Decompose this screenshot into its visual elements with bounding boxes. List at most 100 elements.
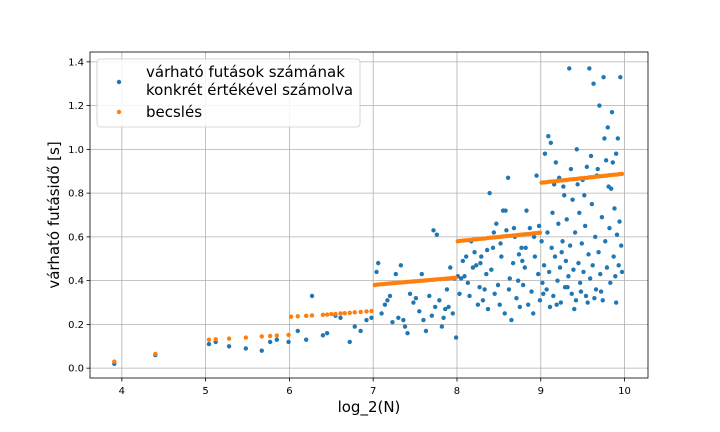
measured-point <box>479 254 484 259</box>
measured-point <box>489 267 494 272</box>
data-points <box>112 66 625 366</box>
measured-point <box>520 258 525 264</box>
measured-point <box>427 293 432 299</box>
measured-point <box>611 254 616 259</box>
y-tick-label: 1.0 <box>68 145 84 156</box>
measured-point <box>577 210 582 216</box>
measured-point <box>605 125 610 130</box>
measured-point <box>484 247 490 253</box>
measured-point <box>590 263 595 268</box>
measured-point <box>568 166 574 172</box>
legend-label-measured-line-2: konkrét értékével számolva <box>146 81 353 99</box>
measured-point <box>413 295 419 301</box>
measured-point <box>432 304 438 310</box>
y-tick-label: 1.4 <box>68 57 84 68</box>
measured-point <box>564 217 569 222</box>
measured-point <box>295 328 300 334</box>
estimate-point <box>342 311 347 316</box>
x-tick-label: 7 <box>370 386 376 397</box>
measured-point <box>347 339 352 345</box>
estimate-point <box>358 309 363 315</box>
measured-point <box>510 260 516 266</box>
measured-point <box>226 344 232 349</box>
measured-point <box>376 260 381 266</box>
measured-point <box>462 274 467 279</box>
measured-point <box>523 245 528 251</box>
estimate-point <box>153 351 158 357</box>
estimate-point <box>324 312 330 317</box>
measured-point <box>575 182 580 187</box>
measured-point <box>578 289 584 294</box>
measured-point <box>441 315 446 321</box>
y-tick-label: 0.0 <box>68 364 84 375</box>
x-tick-label: 9 <box>538 386 544 397</box>
measured-point <box>522 265 528 270</box>
measured-point <box>551 182 557 187</box>
measured-point <box>618 243 624 248</box>
measured-point <box>559 249 564 255</box>
measured-point <box>572 306 577 312</box>
measured-point <box>603 158 609 163</box>
legend-marker-measured <box>116 79 122 85</box>
measured-point <box>407 291 413 296</box>
estimate-point <box>329 311 334 317</box>
measured-point <box>565 285 570 290</box>
measured-point <box>598 271 603 277</box>
measured-point <box>558 300 564 305</box>
estimate-point <box>286 332 291 338</box>
measured-point <box>474 263 479 268</box>
measured-point <box>531 234 537 240</box>
measured-point <box>504 228 509 233</box>
measured-point <box>531 311 536 316</box>
measured-point <box>591 81 596 86</box>
measured-point <box>437 298 442 303</box>
measured-point <box>596 249 601 255</box>
measured-point <box>529 289 534 294</box>
measured-point <box>556 221 561 226</box>
measured-point <box>613 274 618 279</box>
estimate-point <box>112 359 117 364</box>
measured-point <box>439 324 445 329</box>
measured-point <box>475 302 481 307</box>
x-tick-label: 10 <box>618 386 631 397</box>
measured-point <box>561 184 566 189</box>
measured-point <box>577 280 583 286</box>
measured-point <box>497 302 502 307</box>
estimate-point <box>309 313 315 318</box>
measured-point <box>602 136 607 141</box>
legend-box <box>96 58 361 128</box>
measured-point <box>562 193 567 198</box>
measured-point <box>309 293 315 299</box>
measured-point <box>480 298 486 303</box>
estimate-point <box>206 337 212 342</box>
measured-point <box>540 280 545 286</box>
measured-point <box>463 254 469 259</box>
estimate-point <box>274 333 280 338</box>
x-tick-label: 5 <box>202 386 208 397</box>
y-axis-label: várható futásidő [s] <box>45 141 63 288</box>
measured-point <box>379 311 384 316</box>
axis-ticks: 4 5 6 7 8 9 10 0.0 0.2 0.4 0.6 0.8 1.0 1.2 1.4 <box>68 57 631 397</box>
measured-point <box>444 287 450 292</box>
measured-point <box>544 287 549 292</box>
measured-point <box>320 333 326 338</box>
measured-point <box>495 282 501 288</box>
measured-point <box>609 109 615 115</box>
measured-point <box>613 300 619 305</box>
measured-point <box>549 245 554 251</box>
plot-frame <box>89 51 649 379</box>
measured-point <box>243 346 249 351</box>
legend-label-measured-line-1: várható futások számának <box>146 63 345 81</box>
estimate-point <box>320 312 326 317</box>
measured-point <box>607 225 612 231</box>
measured-point <box>618 74 623 80</box>
measured-point <box>267 339 273 345</box>
measured-point <box>490 245 496 251</box>
measured-point <box>482 287 487 292</box>
measured-point <box>613 151 619 156</box>
measured-point <box>502 311 507 316</box>
measured-point <box>411 300 416 305</box>
x-tick-label: 8 <box>454 386 460 397</box>
measured-point <box>364 317 369 323</box>
measured-point <box>584 164 590 170</box>
